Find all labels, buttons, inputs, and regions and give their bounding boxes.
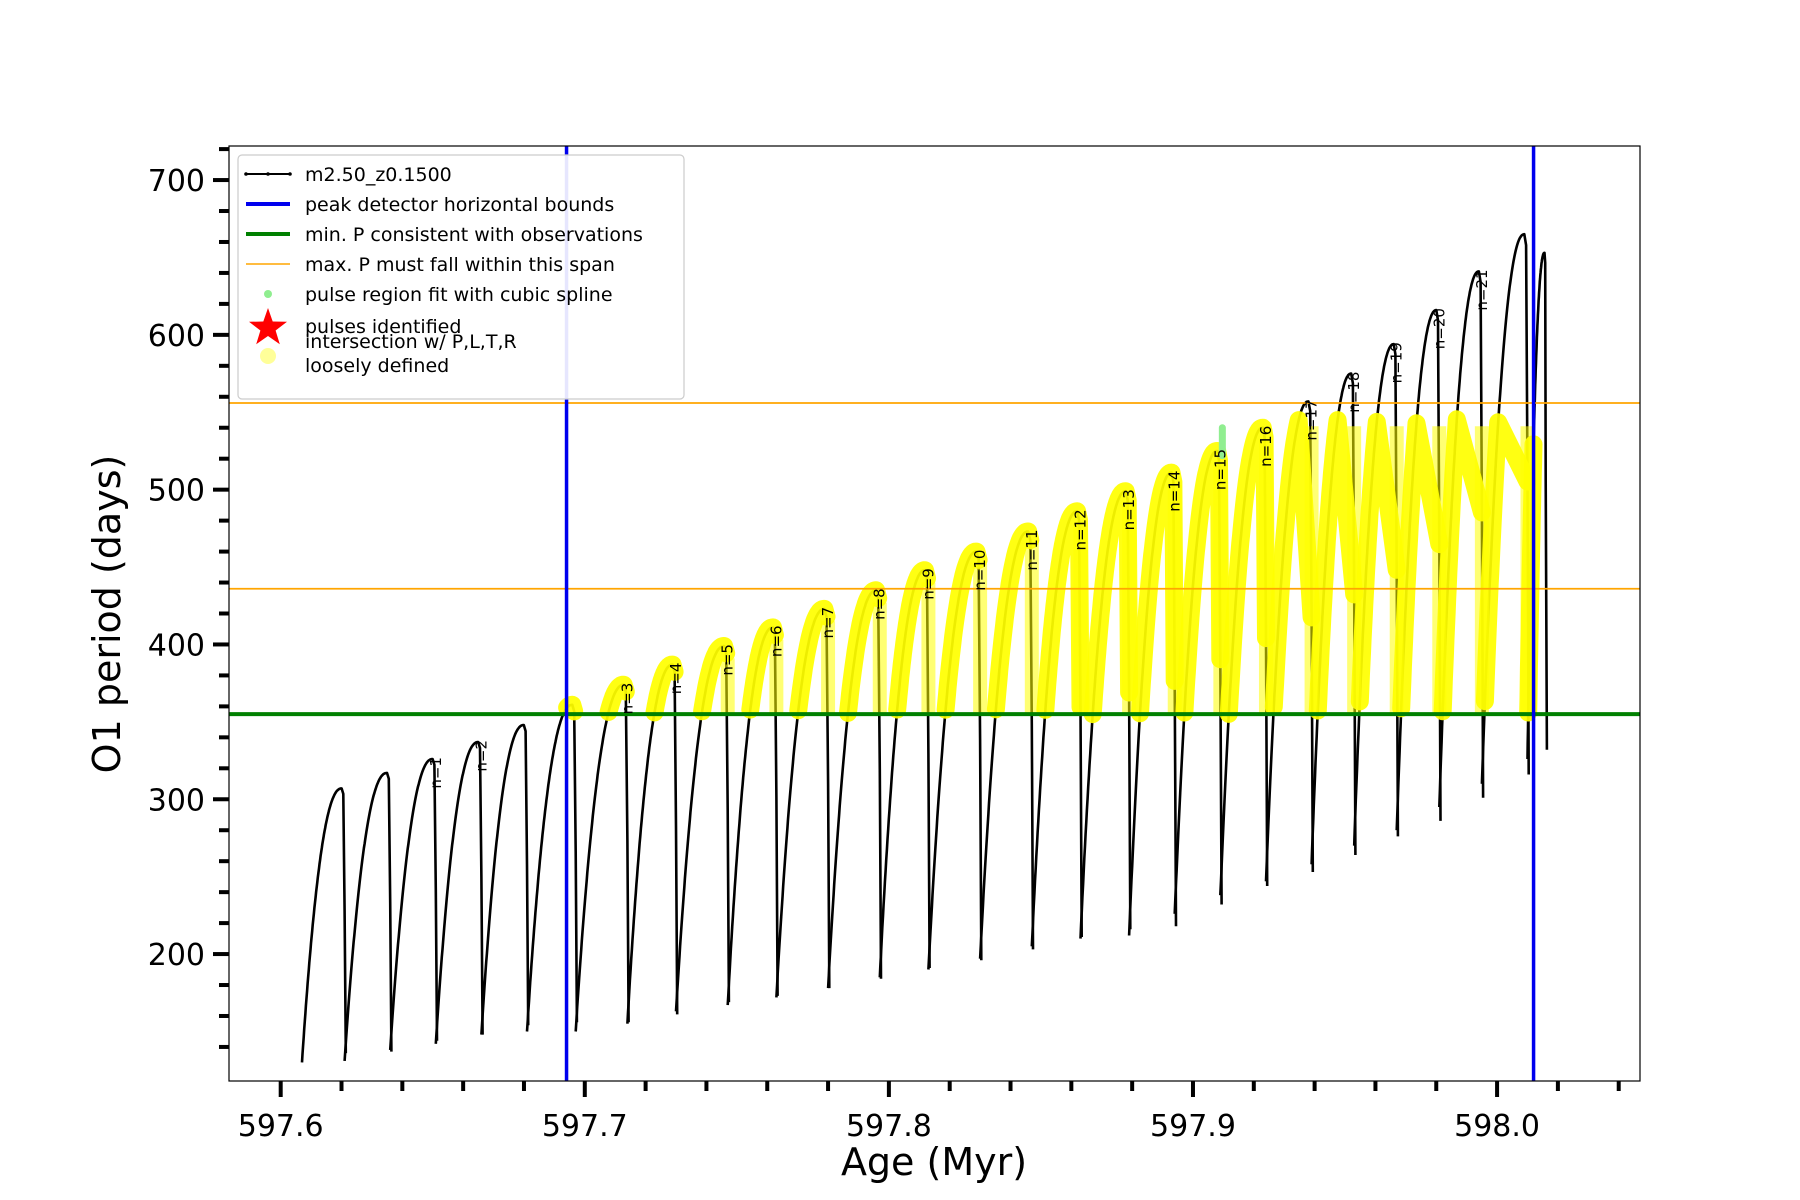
y-axis-title: O1 period (days): [85, 455, 129, 774]
highlight-cycle: [1350, 412, 1406, 711]
legend-label: intersection w/ P,L,T,R: [305, 331, 517, 353]
pulse-label: n=17: [1303, 399, 1321, 440]
x-axis: 597.6 597.7 597.8 597.9 598.0: [238, 1081, 1621, 1144]
pulse-label: n=8: [871, 588, 889, 620]
pulse-label: n=16: [1257, 426, 1275, 467]
pulse-label: n=21: [1473, 269, 1491, 310]
series-cycle-line: [300, 787, 348, 1063]
legend-handle-series-marker: [266, 172, 270, 176]
legend-box: [237, 154, 685, 400]
legend-handle-star: [249, 308, 287, 345]
highlight-cycle: [888, 561, 936, 719]
pulse-label: n=15: [1211, 449, 1229, 490]
pulse-label: n=3: [618, 683, 636, 715]
x-tick-label: 597.8: [846, 1109, 932, 1144]
pulse-label: n=7: [819, 607, 837, 639]
pulse-label: n=4: [667, 663, 685, 695]
pulse-label: n=11: [1023, 529, 1041, 570]
x-tick-label: 597.9: [1150, 1109, 1236, 1144]
pulse-label: n=5: [719, 644, 737, 676]
y-tick-label: 400: [148, 628, 205, 663]
legend-label: peak detector horizontal bounds: [305, 194, 614, 216]
highlight-cycle: [789, 599, 836, 720]
pulse-label: n=6: [767, 625, 785, 657]
legend-label: max. P must fall within this span: [305, 254, 615, 276]
pulse-label: n=19: [1388, 342, 1406, 383]
x-tick-label: 597.7: [542, 1109, 628, 1144]
highlight-cycle: [645, 655, 684, 722]
highlight-cycle: [1036, 502, 1090, 719]
highlight-cycle: [839, 581, 888, 722]
pulse-label: n=1: [427, 757, 445, 789]
highlight-cycle: [1308, 411, 1364, 720]
legend-label: pulses identified: [305, 316, 461, 338]
y-tick-label: 200: [148, 938, 205, 973]
legend-handle-dot: [260, 348, 276, 364]
legend-handle-series-marker: [288, 172, 292, 176]
highlight-cycle: [1131, 463, 1184, 723]
pulse-label-layer: n=1 n=2 n=3 n=4 n=5 n=6 n=7 n=8 n=9 n=10 n=11 n=12 n…: [427, 269, 1491, 788]
pulse-label: n=10: [971, 550, 989, 591]
highlight-cycle: [1475, 413, 1537, 711]
y-tick-label: 600: [148, 319, 205, 354]
x-axis-title: Age (Myr): [841, 1140, 1027, 1184]
pulse-label: n=18: [1345, 372, 1363, 413]
y-axis: 200 300 400 500 600 700: [148, 147, 229, 1049]
legend-label: min. P consistent with observations: [305, 224, 643, 246]
highlight-cycle: [1392, 414, 1449, 718]
y-tick-label: 700: [148, 164, 205, 199]
y-tick-label: 300: [148, 783, 205, 818]
x-tick-label: 598.0: [1454, 1109, 1540, 1144]
highlight-cycle: [741, 618, 784, 719]
highlight-cycle: [1219, 418, 1275, 723]
pulse-label: n=12: [1071, 509, 1089, 550]
legend-label: m2.50_z0.1500: [305, 164, 452, 186]
legend-handle-series-marker: [244, 172, 248, 176]
pulse-label: n=2: [472, 740, 490, 772]
highlight-cycle: [1083, 482, 1139, 724]
legend-label: loosely defined: [305, 355, 449, 377]
highlight-cycle: [986, 522, 1040, 719]
y-tick-label: 500: [148, 474, 205, 509]
series-cycle-line: [480, 723, 530, 1035]
pulse-label: n=14: [1166, 471, 1184, 512]
series-cycle-line: [388, 757, 439, 1051]
x-tick-label: 597.6: [238, 1109, 324, 1144]
series-cycle-line: [434, 740, 484, 1044]
legend-handle-dot: [264, 290, 272, 298]
pulse-label: n=9: [919, 568, 937, 600]
series-cycle-line: [343, 771, 393, 1061]
pulse-label: n=13: [1120, 489, 1138, 530]
highlight-cycle: [1264, 411, 1321, 716]
highlight-cycle: [936, 542, 988, 719]
legend-label: pulse region fit with cubic spline: [305, 284, 613, 306]
pulse-label: n=20: [1430, 308, 1448, 349]
overlay-layer: [229, 146, 1640, 1081]
highlight-cycle: [693, 637, 736, 721]
highlight-cycle: [1175, 442, 1230, 722]
highlight-cycle: [1433, 410, 1491, 721]
highlight-cycle: [599, 675, 635, 721]
